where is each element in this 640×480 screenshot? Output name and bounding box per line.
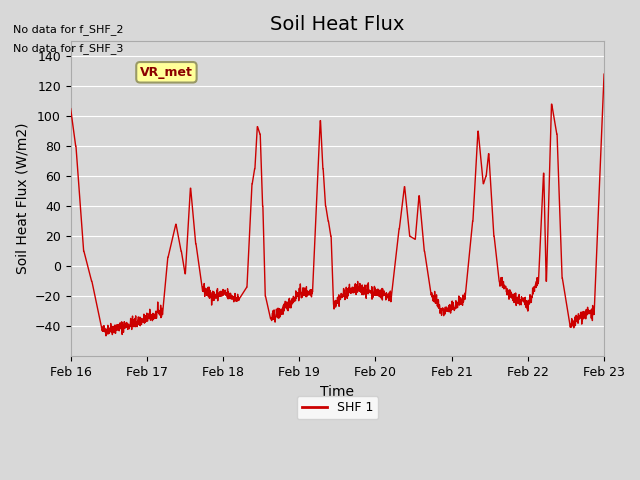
Title: Soil Heat Flux: Soil Heat Flux (270, 15, 404, 34)
X-axis label: Time: Time (321, 384, 355, 398)
Text: VR_met: VR_met (140, 66, 193, 79)
Y-axis label: Soil Heat Flux (W/m2): Soil Heat Flux (W/m2) (15, 123, 29, 275)
Text: No data for f_SHF_3: No data for f_SHF_3 (13, 43, 123, 54)
Legend: SHF 1: SHF 1 (297, 396, 378, 420)
Text: No data for f_SHF_2: No data for f_SHF_2 (13, 24, 124, 35)
